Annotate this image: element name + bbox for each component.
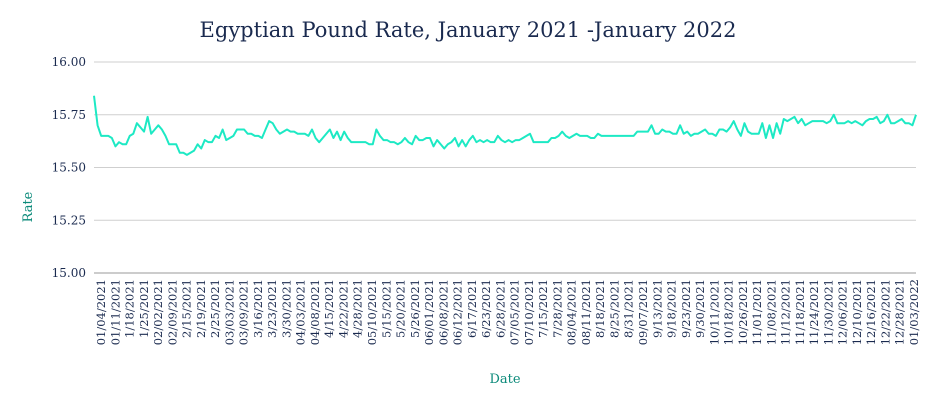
x-tick-label: 08/04/2021 (565, 279, 579, 345)
x-tick-label: 01/03/2022 (907, 279, 921, 345)
x-tick-label: 12/28/2021 (893, 279, 907, 345)
x-tick-label: 11/18/2021 (793, 279, 807, 345)
x-tick-label: 8/31/2021 (622, 279, 636, 338)
y-tick-label: 15.00 (52, 266, 86, 280)
x-tick-label: 9/30/2021 (693, 279, 707, 338)
x-tick-label: 3/23/2021 (265, 279, 279, 338)
x-tick-label: 04/08/2021 (308, 279, 322, 345)
x-tick-label: 8/18/2021 (593, 279, 607, 338)
x-tick-label: 5/15/2021 (379, 279, 393, 338)
x-tick-label: 01/04/2021 (94, 279, 108, 345)
x-tick-label: 09/07/2021 (636, 279, 650, 345)
x-tick-label: 2/19/2021 (194, 279, 208, 338)
y-tick-label: 15.75 (52, 108, 86, 122)
x-tick-label: 4/22/2021 (336, 279, 350, 338)
x-tick-label: 3/30/2021 (279, 279, 293, 338)
x-tick-label: 6/28/2021 (493, 279, 507, 338)
x-tick-label: 12/10/2021 (850, 279, 864, 345)
x-tick-label: 02/09/2021 (165, 279, 179, 345)
x-tick-label: 11/30/2021 (821, 279, 835, 345)
x-tick-label: 11/01/2021 (750, 279, 764, 345)
series-layer (93, 95, 917, 156)
x-tick-label: 1/25/2021 (137, 279, 151, 338)
x-tick-label: 9/18/2021 (665, 279, 679, 338)
x-tick-label: 11/24/2021 (807, 279, 821, 345)
x-tick-label: 06/08/2021 (436, 279, 450, 345)
y-tick-label: 15.25 (52, 213, 86, 227)
x-tick-label: 11/08/2021 (764, 279, 778, 345)
x-tick-label: 11/12/2021 (779, 279, 793, 345)
x-tick-label: 4/28/2021 (351, 279, 365, 338)
x-tick-label: 02/02/2021 (151, 279, 165, 345)
x-tick-label: 6/23/2021 (479, 279, 493, 338)
y-tick-label: 16.00 (52, 55, 86, 69)
y-tick-label: 15.50 (52, 161, 86, 175)
x-tick-label: 01/11/2021 (108, 279, 122, 345)
x-axis-ticks: 01/04/2021 01/11/2021 1/18/2021 1/25/2021 02… (94, 279, 921, 345)
chart-title: Egyptian Pound Rate, January 2021 -Janua… (200, 18, 737, 42)
x-tick-label: 7/28/2021 (550, 279, 564, 338)
gridlines (94, 61, 916, 274)
x-tick-label: 12/16/2021 (864, 279, 878, 345)
x-tick-label: 6/17/2021 (465, 279, 479, 338)
x-tick-label: 10/26/2021 (736, 279, 750, 345)
x-tick-label: 7/15/2021 (536, 279, 550, 338)
series-line (93, 95, 917, 156)
x-tick-label: 9/13/2021 (650, 279, 664, 338)
x-tick-label: 06/01/2021 (422, 279, 436, 345)
x-tick-label: 10/11/2021 (707, 279, 721, 345)
x-tick-label: 07/10/2021 (522, 279, 536, 345)
x-tick-label: 04/03/2021 (294, 279, 308, 345)
x-tick-label: 12/22/2021 (878, 279, 892, 345)
x-axis-label: Date (489, 372, 520, 387)
x-tick-label: 06/12/2021 (451, 279, 465, 345)
x-tick-label: 03/03/2021 (222, 279, 236, 345)
x-tick-label: 8/25/2021 (607, 279, 621, 338)
x-tick-label: 03/09/2021 (237, 279, 251, 345)
x-tick-label: 05/10/2021 (365, 279, 379, 345)
x-tick-label: 2/25/2021 (208, 279, 222, 338)
x-tick-label: 5/20/2021 (394, 279, 408, 338)
x-tick-label: 3/16/2021 (251, 279, 265, 338)
y-axis-ticks: 15.00 15.25 15.50 15.75 16.00 (52, 55, 86, 280)
x-tick-label: 5/26/2021 (408, 279, 422, 338)
x-tick-label: 08/11/2021 (579, 279, 593, 345)
x-tick-label: 07/05/2021 (508, 279, 522, 345)
x-tick-label: 4/15/2021 (322, 279, 336, 338)
y-axis-label: Rate (21, 191, 36, 222)
x-tick-label: 2/15/2021 (180, 279, 194, 338)
x-tick-label: 12/06/2021 (836, 279, 850, 345)
x-tick-label: 1/18/2021 (123, 279, 137, 338)
x-tick-label: 9/23/2021 (679, 279, 693, 338)
x-tick-label: 10/18/2021 (722, 279, 736, 345)
